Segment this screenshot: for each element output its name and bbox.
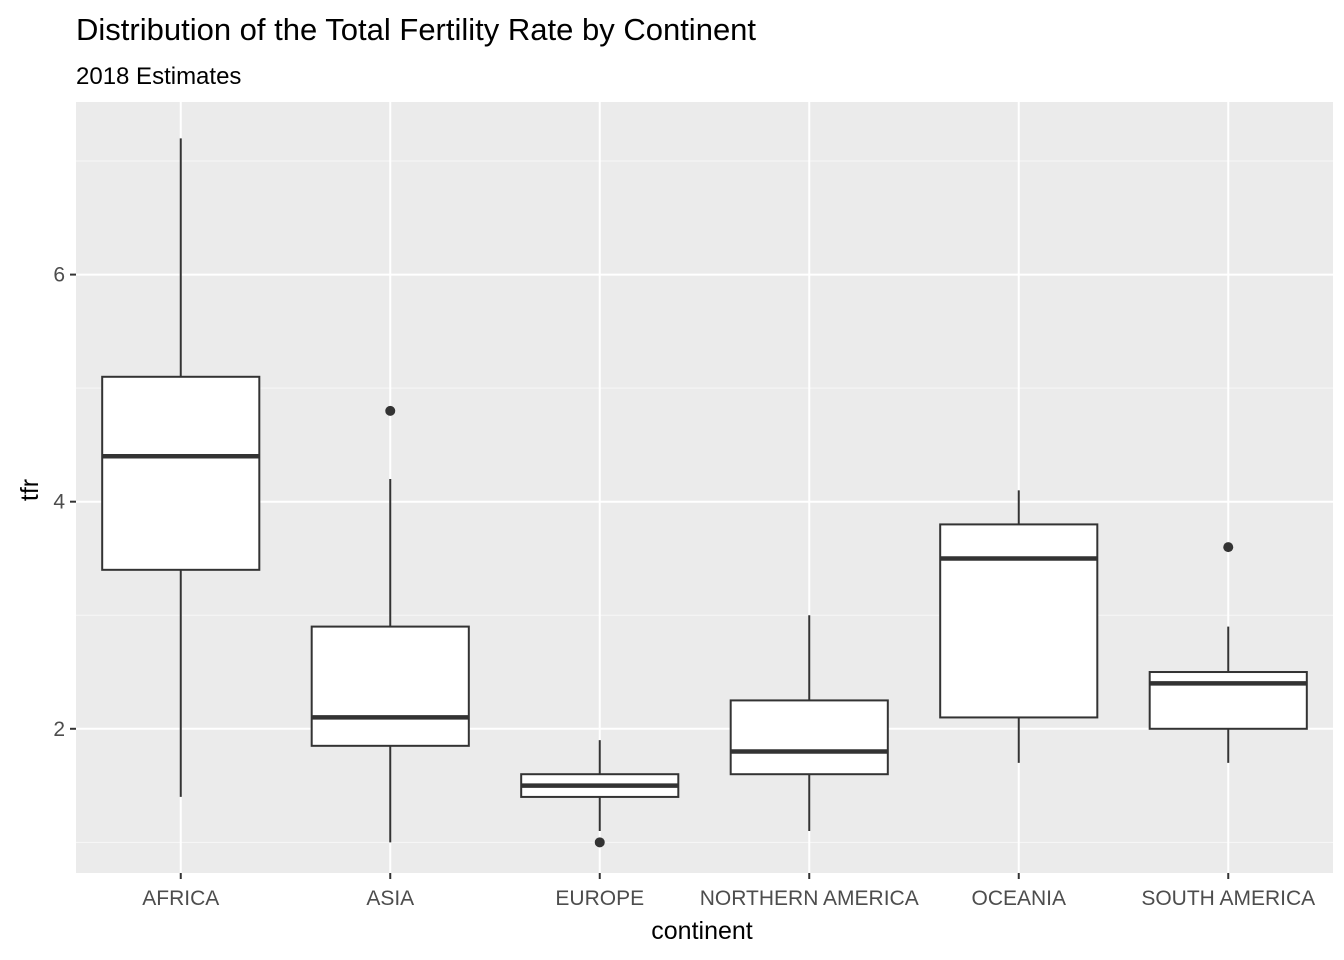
box-south-america bbox=[1148, 542, 1308, 763]
x-tick-label: AFRICA bbox=[142, 887, 219, 910]
minor-gridlines bbox=[76, 160, 1333, 843]
outlier-point bbox=[1223, 542, 1234, 553]
box-oceania bbox=[939, 490, 1099, 763]
box-europe bbox=[520, 740, 680, 848]
boxplot-series bbox=[101, 138, 1308, 848]
box-iqr bbox=[101, 375, 261, 571]
y-tick-label: 4 bbox=[53, 491, 65, 514]
y-tick-label: 6 bbox=[53, 264, 65, 287]
box-asia bbox=[310, 405, 470, 843]
x-axis: AFRICA ASIA EUROPE NORTHERN AMERICA OCEANIA S… bbox=[142, 873, 1315, 910]
box-iqr bbox=[939, 523, 1099, 719]
outlier-point bbox=[385, 405, 396, 416]
x-tick-label: ASIA bbox=[366, 887, 414, 910]
box-northern-america bbox=[729, 615, 889, 831]
x-tick-label: NORTHERN AMERICA bbox=[700, 887, 919, 910]
x-tick-label: SOUTH AMERICA bbox=[1141, 887, 1315, 910]
box-iqr bbox=[729, 699, 889, 776]
box-iqr bbox=[1148, 671, 1308, 730]
x-tick-label: OCEANIA bbox=[971, 887, 1066, 910]
x-tick-label: EUROPE bbox=[555, 887, 644, 910]
y-axis: 2 4 6 bbox=[53, 264, 76, 741]
box-africa bbox=[101, 138, 261, 797]
y-tick-label: 2 bbox=[53, 718, 65, 741]
chart-subtitle: 2018 Estimates bbox=[76, 63, 241, 90]
plot-panel bbox=[76, 102, 1333, 873]
x-axis-title: continent bbox=[651, 917, 753, 945]
outlier-point bbox=[594, 837, 605, 848]
box-iqr bbox=[310, 625, 470, 747]
y-axis-title: tfr bbox=[16, 479, 44, 501]
chart-title: Distribution of the Total Fertility Rate… bbox=[76, 12, 756, 47]
